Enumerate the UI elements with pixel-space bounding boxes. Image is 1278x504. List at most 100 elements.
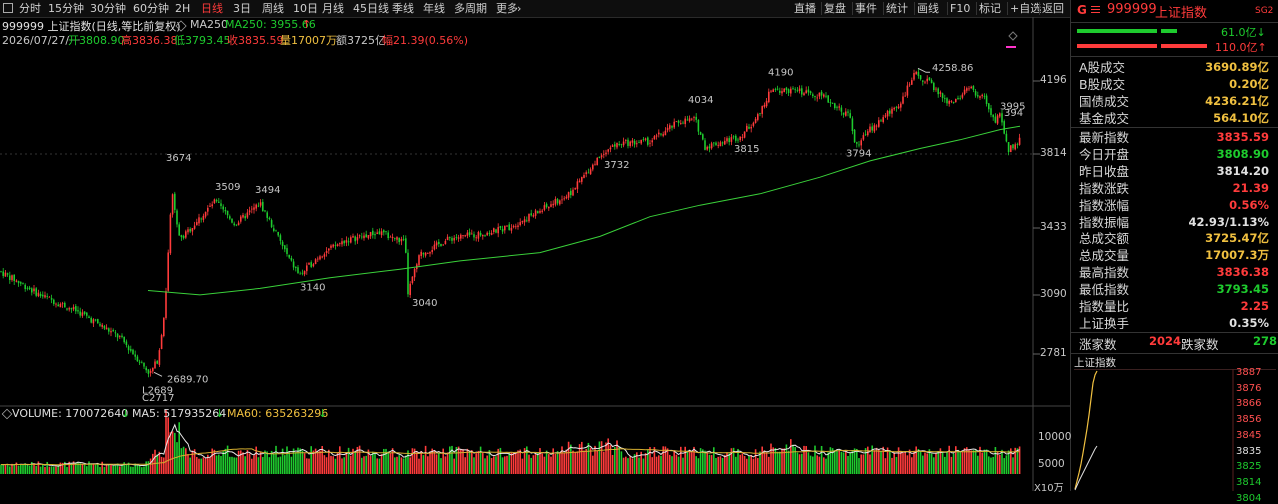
volume-bar bbox=[556, 451, 559, 474]
volume-bar bbox=[636, 452, 638, 474]
period-tab-14[interactable]: 更多 bbox=[496, 2, 518, 15]
volume-bar bbox=[306, 458, 308, 474]
candle-body bbox=[688, 118, 691, 122]
outflow-bar-2 bbox=[1161, 29, 1177, 33]
period-tab-3[interactable]: 60分钟 bbox=[133, 2, 169, 15]
candle-body bbox=[55, 303, 57, 305]
candle-body bbox=[400, 238, 403, 242]
candle-body bbox=[856, 142, 858, 144]
tool-button-4[interactable]: 画线 bbox=[917, 2, 939, 15]
volume-bar bbox=[455, 446, 458, 474]
candle-body bbox=[853, 129, 856, 143]
volume-unit-label: X10万 bbox=[1034, 483, 1064, 494]
quote-row-sec2-5: 指数振幅 42.93/1.13% bbox=[1079, 214, 1275, 231]
candle-body bbox=[323, 254, 326, 257]
volume-bar bbox=[145, 461, 147, 474]
period-tab-8[interactable]: 10日 bbox=[293, 2, 318, 15]
volume-bar bbox=[398, 455, 400, 474]
candle-body bbox=[1012, 144, 1014, 149]
volume-bar bbox=[994, 447, 997, 474]
candle-body bbox=[816, 97, 818, 99]
tool-button-2[interactable]: 事件 bbox=[855, 2, 877, 15]
quote-code: 999999 bbox=[1107, 2, 1157, 17]
volume-bar bbox=[352, 448, 354, 474]
volume-bar bbox=[752, 458, 755, 474]
candle-body bbox=[959, 98, 961, 99]
period-tab-0[interactable]: 分时 bbox=[19, 2, 41, 15]
volume-bar bbox=[11, 463, 13, 474]
period-tab-9[interactable]: 月线 bbox=[322, 2, 344, 15]
candle-body bbox=[446, 236, 449, 241]
ma-up-arrow: ↑ bbox=[302, 18, 312, 31]
candle-body bbox=[911, 80, 913, 85]
candle-body bbox=[627, 139, 629, 146]
tool-button-7[interactable]: +自选 bbox=[1010, 2, 1042, 15]
period-tab-11[interactable]: 季线 bbox=[392, 2, 414, 15]
volume-bar bbox=[781, 448, 783, 474]
candle-body bbox=[977, 95, 979, 97]
period-tab-10[interactable]: 45日线 bbox=[353, 2, 389, 15]
tool-button-8[interactable]: 返回 bbox=[1042, 2, 1064, 15]
period-tab-7[interactable]: 周线 bbox=[262, 2, 284, 15]
period-tab-4[interactable]: 2H bbox=[175, 2, 191, 15]
volume-bar bbox=[163, 457, 165, 474]
period-tab-5[interactable]: 日线 bbox=[201, 2, 223, 15]
quote-badge[interactable]: SG2 bbox=[1255, 6, 1274, 16]
candle-body bbox=[871, 126, 873, 131]
candle-body bbox=[638, 142, 640, 144]
candle-body bbox=[61, 303, 64, 305]
volume-ma5-line bbox=[0, 423, 1020, 467]
quote-row-sec2-7: 总成交量 17007.3万 bbox=[1079, 247, 1275, 264]
volume-bar bbox=[686, 450, 689, 474]
candle-body bbox=[882, 117, 884, 123]
volume-bar bbox=[369, 456, 372, 474]
grid-layout-icon[interactable] bbox=[3, 3, 13, 13]
candle-body bbox=[759, 113, 761, 114]
tool-button-1[interactable]: 复盘 bbox=[824, 2, 846, 15]
tool-button-3[interactable]: 统计 bbox=[886, 2, 908, 15]
period-tab-12[interactable]: 年线 bbox=[423, 2, 445, 15]
volume-bar bbox=[86, 466, 88, 474]
volume-bar bbox=[31, 462, 33, 474]
volume-bar bbox=[853, 448, 856, 474]
tool-button-6[interactable]: 标记 bbox=[979, 2, 1001, 15]
candle-body bbox=[1016, 144, 1019, 145]
candle-body bbox=[6, 273, 9, 275]
volume-bar bbox=[691, 452, 693, 474]
candle-body bbox=[735, 135, 737, 141]
volume-bar bbox=[1003, 458, 1005, 474]
period-tab-2[interactable]: 30分钟 bbox=[90, 2, 126, 15]
quote-row-sec2-6: 总成交额 3725.47亿 bbox=[1079, 230, 1275, 247]
period-tab-1[interactable]: 15分钟 bbox=[48, 2, 84, 15]
period-tab-13[interactable]: 多周期 bbox=[454, 2, 487, 15]
period-tab-6[interactable]: 3日 bbox=[233, 2, 251, 15]
candle-body bbox=[237, 222, 240, 226]
volume-bar bbox=[486, 455, 488, 474]
volume-bar bbox=[831, 448, 834, 474]
more-chevron-icon[interactable]: › bbox=[517, 2, 522, 15]
kline-chart[interactable]: 3674 3509 3494 3140 3040 3732 4034 3815 4190 3794… bbox=[0, 17, 1070, 491]
quote-row-value: 3808.90 bbox=[1216, 146, 1269, 161]
volume-bar bbox=[264, 450, 266, 474]
volume-bar bbox=[519, 449, 521, 474]
volume-bar bbox=[468, 451, 471, 474]
quote-row-sec2-3: 指数涨跌 21.39 bbox=[1079, 180, 1275, 197]
volume-bar bbox=[42, 464, 44, 474]
volume-bar bbox=[796, 452, 799, 474]
candle-body bbox=[713, 142, 715, 144]
candle-body bbox=[963, 89, 966, 95]
volume-bar bbox=[939, 448, 942, 474]
volume-bar bbox=[768, 456, 770, 474]
candle-body bbox=[409, 283, 411, 295]
tool-button-0[interactable]: 直播 bbox=[794, 2, 816, 15]
menu-icon[interactable] bbox=[1091, 5, 1100, 14]
volume-bar bbox=[607, 438, 609, 474]
candle-body bbox=[1001, 113, 1003, 123]
volume-bar bbox=[603, 451, 605, 474]
candle-body bbox=[189, 228, 191, 232]
candle-body bbox=[616, 142, 618, 148]
volume-bar bbox=[77, 462, 79, 474]
mini-intraday-chart[interactable] bbox=[1071, 369, 1278, 491]
tool-button-5[interactable]: F10 bbox=[950, 2, 971, 15]
volume-bar bbox=[512, 452, 515, 474]
